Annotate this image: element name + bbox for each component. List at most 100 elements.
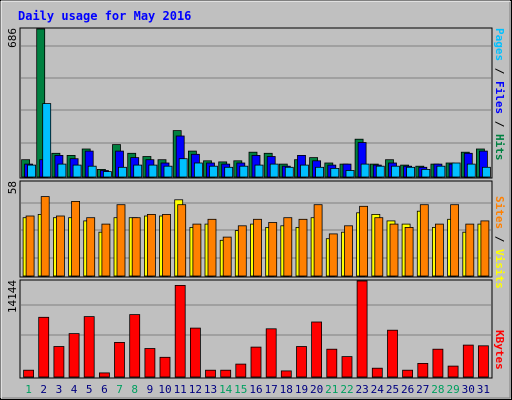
bar-sites-day-27 <box>419 204 429 277</box>
day-label-7: 7 <box>116 383 123 396</box>
bar-pages-day-10 <box>163 165 173 178</box>
legend-part: Files <box>493 81 506 114</box>
bar-sites-day-9 <box>146 213 156 277</box>
bar-kbytes-day-21 <box>326 348 338 378</box>
day-label-24: 24 <box>371 383 385 396</box>
legend-part: Pages <box>493 28 506 61</box>
bar-pages-day-8 <box>133 164 143 178</box>
bar-sites-day-2 <box>40 196 50 277</box>
legend-part: / <box>493 61 506 81</box>
bar-pages-day-5 <box>87 165 97 178</box>
bars <box>21 28 491 378</box>
legend-part: Sites <box>493 196 506 229</box>
bar-sites-day-12 <box>192 223 202 277</box>
day-label-22: 22 <box>340 383 353 396</box>
day-label-23: 23 <box>355 383 368 396</box>
day-label-27: 27 <box>416 383 429 396</box>
day-label-16: 16 <box>249 383 262 396</box>
bar-kbytes-day-26 <box>402 369 414 378</box>
bar-pages-day-9 <box>148 164 158 178</box>
bar-sites-day-23 <box>359 205 369 277</box>
bar-sites-day-4 <box>71 200 80 277</box>
bar-pages-day-26 <box>406 166 416 178</box>
bar-pages-day-23 <box>360 163 370 178</box>
legend-part: KBytes <box>493 330 506 370</box>
bar-pages-day-15 <box>239 165 249 178</box>
bar-kbytes-day-2 <box>38 316 50 378</box>
day-label-2: 2 <box>40 383 47 396</box>
bar-pages-day-24 <box>375 165 385 178</box>
gridlines <box>21 45 491 336</box>
bar-pages-day-13 <box>209 165 218 178</box>
bar-kbytes-day-5 <box>83 316 95 378</box>
bar-pages-day-25 <box>391 165 400 178</box>
legend-part: / <box>493 229 506 249</box>
day-axis-labels: 1 2 3 4 5 6 7 8 9 10 11 12 13 14 15 16 17 18 19 20 21 22 23 24 2… <box>25 383 490 396</box>
bar-kbytes-day-7 <box>114 341 125 378</box>
day-label-18: 18 <box>280 383 293 396</box>
bar-sites-day-30 <box>465 223 475 277</box>
bar-kbytes-day-30 <box>462 344 474 378</box>
bar-sites-day-5 <box>86 217 96 277</box>
bar-kbytes-day-28 <box>432 348 444 378</box>
day-label-17: 17 <box>265 383 278 396</box>
bar-pages-day-29 <box>451 162 461 178</box>
day-label-20: 20 <box>310 383 323 396</box>
day-label-31: 31 <box>477 383 490 396</box>
bar-kbytes-day-19 <box>296 346 307 378</box>
bar-kbytes-day-8 <box>129 314 141 378</box>
hits-max-label: 686 <box>6 28 19 48</box>
day-label-9: 9 <box>147 383 154 396</box>
day-label-10: 10 <box>158 383 171 396</box>
bar-sites-day-6 <box>101 223 111 277</box>
day-label-30: 30 <box>462 383 475 396</box>
bar-pages-day-1 <box>27 164 37 178</box>
day-label-28: 28 <box>431 383 444 396</box>
bar-kbytes-day-12 <box>189 327 201 378</box>
legend-part: / <box>493 114 506 134</box>
day-label-3: 3 <box>56 383 63 396</box>
bar-kbytes-day-25 <box>387 329 398 378</box>
day-label-13: 13 <box>204 383 217 396</box>
bar-pages-day-20 <box>315 166 325 178</box>
bar-sites-day-29 <box>450 204 460 277</box>
bar-sites-day-16 <box>253 218 262 277</box>
kbytes-max-label: 14144 <box>6 280 19 313</box>
bar-kbytes-day-4 <box>68 333 80 378</box>
bar-pages-day-7 <box>118 166 127 178</box>
bar-kbytes-day-16 <box>250 346 262 378</box>
bar-kbytes-day-20 <box>311 321 323 378</box>
bar-pages-day-18 <box>284 166 294 178</box>
bar-sites-day-26 <box>404 226 414 277</box>
bar-sites-day-25 <box>389 223 399 277</box>
bar-pages-day-14 <box>224 166 234 178</box>
bar-kbytes-day-29 <box>447 365 459 378</box>
day-label-8: 8 <box>131 383 138 396</box>
bar-sites-day-17 <box>268 222 278 277</box>
legend-part: Visits <box>493 249 506 289</box>
bar-sites-day-8 <box>131 217 141 277</box>
day-label-26: 26 <box>401 383 414 396</box>
day-label-21: 21 <box>325 383 338 396</box>
day-label-29: 29 <box>446 383 459 396</box>
bar-pages-day-30 <box>466 163 476 178</box>
bar-pages-day-12 <box>193 162 203 178</box>
bar-pages-day-21 <box>330 167 340 178</box>
bar-pages-day-27 <box>421 168 431 178</box>
day-label-25: 25 <box>386 383 399 396</box>
bar-pages-day-17 <box>269 163 279 178</box>
bar-sites-day-28 <box>434 223 444 277</box>
bar-sites-day-20 <box>313 204 323 277</box>
legend-part: Hits <box>493 134 506 161</box>
bar-kbytes-day-1 <box>23 369 35 378</box>
day-label-14: 14 <box>219 383 233 396</box>
bar-pages-day-3 <box>57 163 67 178</box>
bar-sites-day-21 <box>328 233 338 277</box>
day-label-5: 5 <box>86 383 93 396</box>
bar-kbytes-day-6 <box>99 372 110 378</box>
bar-pages-day-19 <box>300 164 309 178</box>
bar-kbytes-day-3 <box>53 346 65 378</box>
day-label-19: 19 <box>295 383 308 396</box>
bar-pages-day-2 <box>42 103 52 178</box>
